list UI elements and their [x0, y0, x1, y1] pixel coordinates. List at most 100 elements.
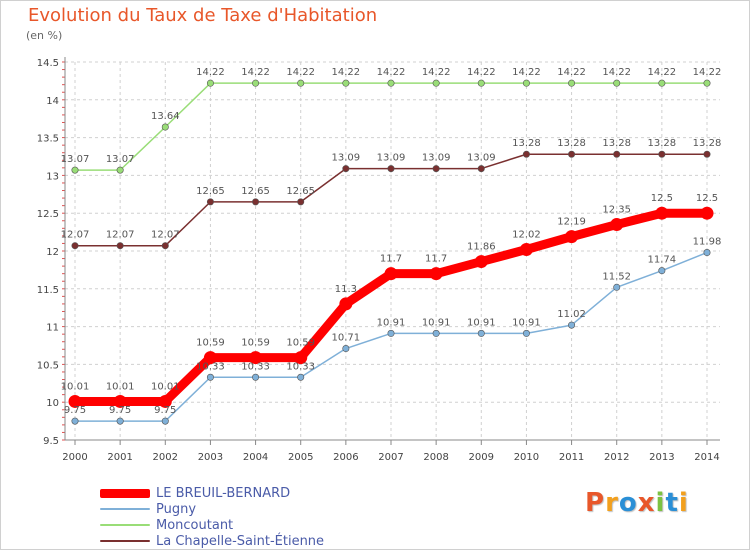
x-tick-label: 2000: [62, 452, 87, 463]
y-tick-label: 14.5: [37, 58, 59, 69]
legend-swatch: [100, 488, 150, 498]
data-point: [339, 297, 353, 311]
data-point: [610, 218, 624, 232]
data-point: [203, 351, 217, 365]
logo-letter: r: [605, 488, 619, 518]
data-label: 9.75: [154, 405, 176, 416]
data-label: 10.91: [512, 317, 541, 328]
legend-label: La Chapelle-Saint-Étienne: [156, 533, 325, 549]
data-label: 11.74: [648, 255, 677, 266]
data-label: 11.7: [380, 254, 402, 265]
y-tick-label: 14: [46, 96, 59, 107]
data-label: 14.22: [557, 67, 586, 78]
data-point: [474, 255, 488, 269]
data-label: 11.02: [557, 309, 586, 320]
data-point: [387, 165, 395, 173]
x-tick-label: 2011: [559, 452, 584, 463]
data-label: 14.22: [286, 67, 315, 78]
data-label: 10.01: [61, 381, 90, 392]
data-label: 13.28: [648, 138, 677, 149]
data-label: 10.59: [241, 338, 270, 349]
data-label: 12.07: [106, 230, 135, 241]
data-point: [116, 166, 124, 174]
data-label: 12.65: [241, 186, 270, 197]
data-point: [342, 345, 350, 353]
data-label: 14.22: [332, 67, 361, 78]
data-point: [113, 394, 127, 408]
legend-item-moncoutant: Moncoutant: [100, 517, 324, 533]
y-tick-label: 10: [46, 398, 59, 409]
legend-swatch: [100, 540, 150, 542]
data-point: [161, 242, 169, 250]
data-label: 11.7: [425, 254, 447, 265]
data-label: 10.71: [332, 333, 361, 344]
legend: LE BREUIL-BERNARD Pugny Moncoutant La Ch…: [100, 485, 324, 549]
data-label: 14.22: [648, 67, 677, 78]
data-point: [658, 267, 666, 275]
data-label: 13.28: [693, 138, 722, 149]
data-point: [387, 79, 395, 87]
data-label: 10.33: [241, 361, 270, 372]
data-label: 11.3: [335, 284, 357, 295]
data-point: [613, 283, 621, 291]
data-point: [700, 206, 714, 220]
legend-label: Moncoutant: [156, 517, 234, 533]
data-label: 12.19: [557, 217, 586, 228]
data-label: 13.64: [151, 111, 180, 122]
data-label: 10.91: [422, 317, 451, 328]
data-label: 12.65: [286, 186, 315, 197]
data-point: [703, 249, 711, 257]
data-point: [522, 79, 530, 87]
data-point: [161, 417, 169, 425]
data-label: 12.07: [61, 230, 90, 241]
data-label: 13.09: [422, 153, 451, 164]
data-point: [116, 242, 124, 250]
data-label: 13.28: [602, 138, 631, 149]
x-tick-label: 2012: [604, 452, 629, 463]
data-point: [342, 165, 350, 173]
y-tick-label: 13: [46, 171, 59, 182]
logo-letter: x: [637, 488, 656, 518]
y-tick-label: 10.5: [37, 360, 59, 371]
data-point: [519, 242, 533, 256]
data-point: [658, 150, 666, 158]
data-label: 13.28: [512, 138, 541, 149]
x-tick-label: 2010: [514, 452, 539, 463]
data-label: 9.75: [64, 405, 86, 416]
data-point: [116, 417, 124, 425]
data-point: [68, 394, 82, 408]
data-point: [206, 79, 214, 87]
data-label: 13.07: [61, 154, 90, 165]
data-point: [297, 373, 305, 381]
data-label: 12.5: [651, 193, 673, 204]
data-point: [477, 165, 485, 173]
data-label: 12.35: [602, 205, 631, 216]
x-tick-label: 2002: [153, 452, 178, 463]
data-point: [432, 165, 440, 173]
data-label: 14.22: [512, 67, 541, 78]
legend-swatch: [100, 524, 150, 526]
data-point: [249, 351, 263, 365]
legend-item-la-chapelle-saint-etienne: La Chapelle-Saint-Étienne: [100, 533, 324, 549]
data-label: 10.91: [377, 317, 406, 328]
legend-item-le-breuil-bernard: LE BREUIL-BERNARD: [100, 485, 324, 501]
legend-swatch: [100, 508, 150, 510]
data-point: [565, 230, 579, 244]
data-point: [252, 373, 260, 381]
y-tick-label: 11: [46, 323, 59, 334]
data-label: 9.75: [109, 405, 131, 416]
data-label: 10.59: [286, 338, 315, 349]
data-point: [387, 329, 395, 337]
data-point: [703, 150, 711, 158]
x-tick-label: 2013: [649, 452, 674, 463]
x-tick-label: 2009: [469, 452, 494, 463]
legend-item-pugny: Pugny: [100, 501, 324, 517]
data-label: 14.22: [693, 67, 722, 78]
logo-letter: i: [655, 488, 666, 518]
logo-letter: P: [585, 488, 606, 518]
data-point: [297, 79, 305, 87]
data-label: 14.22: [196, 67, 225, 78]
data-point: [294, 351, 308, 365]
